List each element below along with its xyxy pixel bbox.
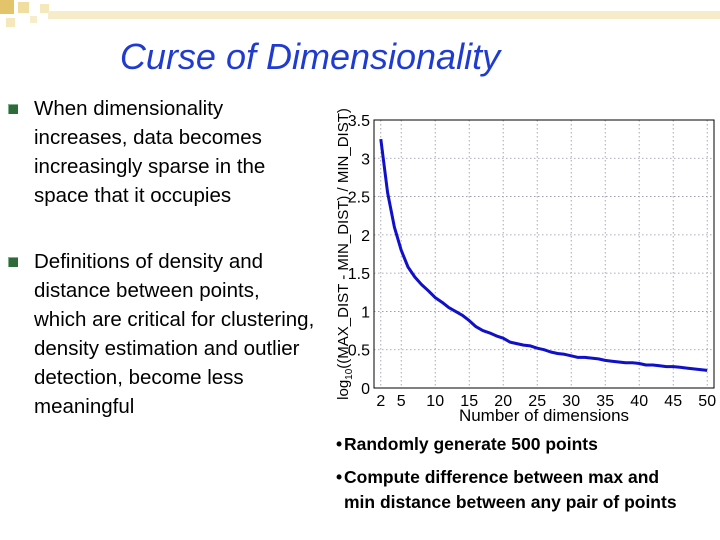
y-tick-label: 1.5 xyxy=(348,266,370,283)
notes: • Randomly generate 500 points • Compute d… xyxy=(336,432,720,515)
x-tick-label: 50 xyxy=(698,393,716,410)
plot-frame xyxy=(373,119,715,389)
x-tick-label: 35 xyxy=(596,393,614,410)
y-axis-label-prefix: log xyxy=(335,380,352,400)
x-tick-label: 15 xyxy=(460,393,478,410)
bullet-item: When dimensionality increases, data beco… xyxy=(6,94,316,210)
dimensionality-chart: 00.511.522.533.5 2 5 10 15 20 25 30 35 40 45 50 Nu… xyxy=(335,108,716,425)
y-axis-label-subscript: 10 xyxy=(344,368,355,380)
x-tick-label: 5 xyxy=(397,393,406,410)
slide-title: Curse of Dimensionality xyxy=(119,36,501,77)
note-text: min distance between any pair of points xyxy=(344,492,677,512)
y-axis-label: log10((MAX_DIST - MIN_DIST) / MIN_DIST) xyxy=(335,108,355,400)
bullet-item: Definitions of density and distance betw… xyxy=(6,247,316,421)
bullet-text: Definitions of density and distance betw… xyxy=(34,250,315,418)
y-axis-label-rest: ((MAX_DIST - MIN_DIST) / MIN_DIST) xyxy=(335,108,352,369)
square-bullet-icon xyxy=(8,104,18,114)
x-tick-label: 25 xyxy=(528,393,546,410)
grid-lines xyxy=(374,119,714,389)
x-tick-label: 2 xyxy=(376,393,385,410)
y-tick-label: 3 xyxy=(361,151,370,168)
note-text: Compute difference between max and xyxy=(344,467,660,487)
note-bullet: • xyxy=(336,467,343,487)
square-bullet-icon xyxy=(8,257,18,267)
x-tick-labels: 2 5 10 15 20 25 30 35 40 45 50 xyxy=(376,393,716,410)
x-axis-label: Number of dimensions xyxy=(459,406,629,425)
x-tick-label: 30 xyxy=(562,393,580,410)
bullet-text: When dimensionality increases, data beco… xyxy=(34,97,266,207)
y-tick-label: 1 xyxy=(361,304,370,321)
x-tick-label: 10 xyxy=(426,393,444,410)
y-tick-label: 0 xyxy=(361,381,370,398)
bullet-list: When dimensionality increases, data beco… xyxy=(6,94,316,421)
y-tick-labels: 0 0.5 1 1.5 2 2.5 3 3.5 xyxy=(348,113,370,398)
note-bullet: • xyxy=(336,434,343,454)
x-tick-label: 40 xyxy=(630,393,648,410)
y-tick-label: 2.5 xyxy=(348,190,370,207)
series-line xyxy=(379,138,708,372)
note-text: Randomly generate 500 points xyxy=(344,434,598,454)
note-item: • Randomly generate 500 points xyxy=(336,432,720,457)
corner-decoration xyxy=(0,0,720,27)
x-tick-label: 45 xyxy=(664,393,682,410)
y-tick-label: 0.5 xyxy=(348,343,370,360)
x-tick-label: 20 xyxy=(494,393,512,410)
note-item: • Compute difference between max and min … xyxy=(336,465,720,515)
y-tick-label: 3.5 xyxy=(348,113,370,130)
y-tick-label: 2 xyxy=(361,228,370,245)
